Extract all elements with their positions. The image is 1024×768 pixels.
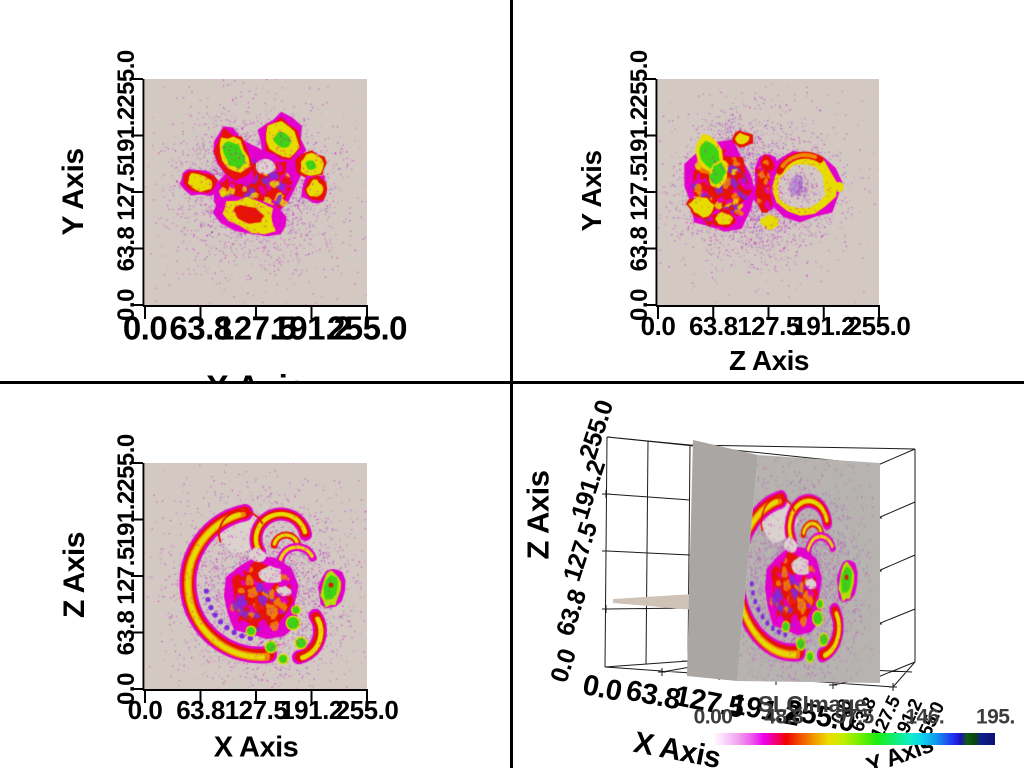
y-tick-label: 127.5 xyxy=(113,163,140,221)
x-axis-title: X Axis xyxy=(213,731,299,764)
y-axis-title: Z Axis xyxy=(58,532,91,618)
x-axis-title: Z Axis xyxy=(729,345,810,376)
y-tick-label: 255.0 xyxy=(626,50,653,108)
y-axis-title: Y Axis xyxy=(576,150,607,232)
x-tick-label: 191.2 xyxy=(792,311,856,341)
slice-render-xz[interactable] xyxy=(145,463,367,689)
viewport-3d[interactable]: Z Axis 0.0 63.8 127.5 191.2 255.0 0.0 63.8 127.5… xyxy=(512,384,1024,768)
y-tick-label: 191.2 xyxy=(113,106,140,165)
x-tick-label: 255.0 xyxy=(335,695,399,725)
axes-xz xyxy=(131,462,368,703)
cube-axes-wireframe xyxy=(602,436,916,691)
z-axis-title: Z Axis xyxy=(520,470,556,560)
x-tick-label: 127.5 xyxy=(215,309,297,347)
x-tick-label: 0.0 xyxy=(127,695,163,725)
x-tick-label: 191.2 xyxy=(280,695,343,725)
legend-tick-label: 48.8 xyxy=(764,705,804,729)
x-tick-label: 255.0 xyxy=(326,309,408,347)
legend-tick-label: 195. xyxy=(975,705,1015,729)
viewport-slice-xy[interactable]: 0.0 0.0 63.8 63.8 127.5 127.5 191.2 191.2 255.0 2… xyxy=(0,0,512,384)
viewport-divider-horizontal xyxy=(0,381,1024,384)
x-tick-label: 0.0 xyxy=(579,669,625,708)
y-tick-label: 191.2 xyxy=(626,106,653,165)
slice-plane-horizontal-left xyxy=(613,594,694,610)
legend-title: SLCImage xyxy=(758,691,867,717)
x-tick-label: 63.8 xyxy=(169,309,232,347)
viewport-slice-xz[interactable]: 0.0 0.0 63.8 63.8 127.5 127.5 191.2 191.2 255.0 2… xyxy=(0,384,512,768)
x-tick-label: 0.0 xyxy=(122,309,168,347)
x-tick-label: 191.2 xyxy=(271,309,352,347)
viewport-slice-zy[interactable]: 0.0 0.0 63.8 63.8 127.5 127.5 191.2 191.2 255.0 2… xyxy=(512,0,1024,384)
y-tick-label: 191.2 xyxy=(113,490,140,549)
x-tick-label: 63.8 xyxy=(688,311,738,341)
viewport-divider-vertical xyxy=(510,0,513,768)
legend-tick-label: 0.00 xyxy=(693,705,733,729)
x-tick-label: 127.5 xyxy=(224,695,288,725)
y-tick-label: 63.8 xyxy=(113,226,140,271)
y-tick-label: 63.8 xyxy=(626,226,653,271)
y-axis-title: Y Axis xyxy=(57,148,90,236)
legend-tick-label: 97.5 xyxy=(834,705,874,729)
legend-tick-label: 146. xyxy=(905,705,945,729)
x-tick-label: 255.0 xyxy=(847,311,911,341)
slice-render-xy[interactable] xyxy=(145,79,367,305)
slice-render-zy[interactable] xyxy=(658,79,879,305)
axes-xy xyxy=(131,78,368,319)
y-tick-label: 63.8 xyxy=(113,610,140,655)
x-tick-label: 127.5 xyxy=(737,311,800,341)
y-tick-label: 255.0 xyxy=(113,50,140,108)
y-tick-label: 127.5 xyxy=(113,547,140,605)
x-tick-label: 63.8 xyxy=(176,695,225,725)
x-axis-title: X Axis xyxy=(206,371,306,384)
axes-zy xyxy=(644,78,880,319)
x-tick-label: 0.0 xyxy=(640,311,676,341)
y-tick-label: 127.5 xyxy=(626,163,653,221)
legend-colorbar xyxy=(713,733,995,745)
slice-plane-vertical-b[interactable] xyxy=(737,455,880,683)
y-tick-label: 255.0 xyxy=(113,434,140,492)
